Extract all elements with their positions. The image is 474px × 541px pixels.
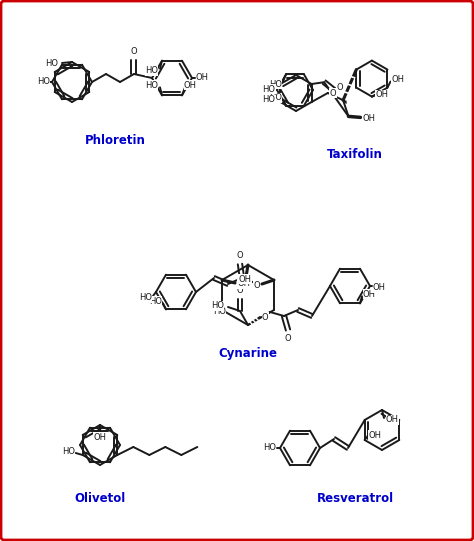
Text: HO: HO	[139, 294, 152, 302]
Text: HO: HO	[263, 96, 275, 104]
Text: OH: OH	[196, 74, 209, 82]
Text: O: O	[237, 251, 243, 260]
Text: OH: OH	[237, 280, 250, 288]
Text: OH: OH	[363, 290, 376, 299]
Text: HO: HO	[269, 93, 282, 102]
Text: O: O	[285, 334, 292, 343]
Text: HO: HO	[37, 77, 50, 87]
Text: HO: HO	[213, 307, 226, 315]
Text: OH: OH	[386, 415, 399, 425]
Text: HO: HO	[149, 297, 162, 306]
Text: Olivetol: Olivetol	[74, 492, 126, 505]
Text: OH: OH	[238, 274, 252, 283]
Text: Taxifolin: Taxifolin	[327, 148, 383, 162]
Text: HO: HO	[45, 60, 58, 69]
Text: O: O	[330, 89, 337, 97]
Text: HO: HO	[145, 66, 158, 75]
Text: HO: HO	[62, 447, 75, 457]
Text: OH: OH	[363, 114, 375, 123]
Text: Phloretin: Phloretin	[84, 134, 146, 147]
Text: HO: HO	[211, 301, 224, 311]
Text: OH: OH	[184, 81, 197, 90]
Text: OH: OH	[373, 283, 386, 293]
Text: HO: HO	[145, 81, 158, 90]
Text: OH: OH	[369, 431, 382, 439]
Text: O: O	[262, 313, 269, 321]
Text: HO: HO	[263, 444, 276, 452]
Text: Resveratrol: Resveratrol	[317, 492, 393, 505]
Text: HO: HO	[263, 84, 275, 94]
Text: O: O	[237, 286, 243, 295]
Text: Cynarine: Cynarine	[219, 346, 277, 360]
Text: O: O	[336, 83, 343, 92]
Text: OH: OH	[376, 90, 389, 99]
Text: OH: OH	[93, 432, 107, 441]
Text: OH: OH	[392, 75, 404, 84]
Text: HO: HO	[269, 80, 282, 89]
Text: O: O	[254, 281, 260, 291]
Text: O: O	[131, 47, 137, 56]
